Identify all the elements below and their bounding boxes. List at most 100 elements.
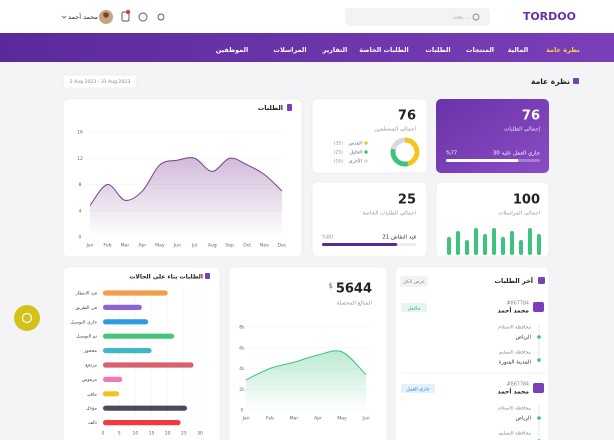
x-tick-label: Sep — [225, 243, 234, 249]
y-tick-label: مؤجل — [86, 407, 98, 412]
total-orders-card — [436, 99, 549, 173]
logo: TORDOO — [523, 10, 576, 23]
x-tick-label: 25 — [181, 431, 187, 437]
x-tick-label: 10 — [132, 431, 138, 437]
stat-label: اجمالي المستلمين — [374, 127, 416, 133]
y-tick-label: 4k — [239, 366, 245, 372]
x-tick-label: Jul — [191, 243, 198, 249]
chart-title: الطلبات — [258, 104, 283, 112]
y-tick-label: 8 — [79, 182, 82, 188]
area — [90, 157, 282, 237]
order-icon — [533, 302, 544, 312]
legend-value: (25) — [334, 150, 344, 156]
theme-icon[interactable] — [157, 13, 165, 21]
y-tick-label: 0 — [241, 408, 244, 414]
stat-value: 76 — [398, 109, 416, 124]
bar — [492, 228, 496, 255]
search-placeholder[interactable]: بحث ... — [453, 15, 471, 21]
bar — [465, 240, 469, 255]
stat-value: 100 — [513, 193, 540, 208]
x-tick-label: Mar — [290, 416, 299, 422]
nav-item[interactable]: المالية — [508, 46, 529, 54]
timeline-dot — [537, 416, 541, 420]
y-tick-label: مرفوض — [82, 378, 98, 383]
bar — [483, 234, 487, 255]
view-all-button[interactable] — [400, 276, 428, 287]
stat-label: المبالغ المحصلة — [336, 301, 372, 307]
bar — [501, 237, 505, 255]
date-picker[interactable] — [62, 74, 138, 89]
bar — [474, 228, 478, 255]
stat-value: 25 — [398, 193, 416, 208]
legend-label: الخليل — [349, 150, 362, 156]
search-box[interactable] — [345, 8, 490, 26]
nav-item[interactable]: نظرة عامة — [546, 46, 580, 54]
legend-label: القدس — [348, 141, 362, 147]
nav-item[interactable]: التقارير — [322, 46, 348, 54]
nav-item[interactable]: الطلبات الخاصة — [359, 46, 409, 54]
bar — [103, 376, 123, 382]
y-tick-label: 6k — [239, 345, 245, 351]
bar — [103, 405, 188, 411]
bar — [103, 362, 194, 368]
order-id: #867784 — [507, 301, 529, 307]
legend-dot — [364, 141, 368, 145]
progress-label: %77 — [446, 151, 457, 157]
notification-badge — [125, 9, 131, 15]
order-icon — [533, 383, 544, 393]
timeline-dot — [537, 335, 541, 339]
latest-orders-icon — [538, 277, 545, 284]
bar — [510, 231, 514, 255]
x-tick-label: Feb — [266, 416, 274, 422]
x-tick-label: Oct — [243, 243, 251, 249]
status-pill — [401, 303, 427, 312]
delivery-label: محافظة التسليم — [499, 350, 532, 356]
chat-button[interactable] — [14, 305, 40, 331]
progress-bar — [446, 159, 519, 162]
nav-item[interactable]: الموظفين — [216, 46, 248, 54]
legend-value: (35) — [334, 141, 344, 147]
bar — [103, 348, 152, 354]
stat-label: اجمالي المراسلات — [498, 211, 540, 217]
x-tick-label: Apr — [314, 416, 322, 422]
status-chart-card — [62, 266, 221, 440]
line — [245, 350, 367, 381]
section-title: نظرة عامة — [531, 77, 570, 86]
legend-value: (16) — [334, 159, 344, 165]
x-tick-label: Nov — [260, 243, 269, 249]
language-icon[interactable] — [138, 12, 148, 22]
date-range[interactable]: 2 Aug 2023 - 31 Aug 2023 — [70, 79, 131, 85]
nav-item[interactable]: المنتجات — [466, 46, 494, 54]
nav-item[interactable]: المراسلات — [273, 46, 306, 54]
user-chevron[interactable] — [61, 15, 67, 19]
chat-icon — [21, 312, 33, 324]
progress-text: 21 قيد النقاش — [382, 235, 416, 241]
status-chart-icon — [205, 273, 210, 279]
y-tick-label: ملغي — [87, 392, 98, 397]
messages-card — [435, 181, 550, 258]
x-tick-label: 20 — [165, 431, 171, 437]
view-all[interactable]: عرض الكل — [403, 279, 425, 285]
y-tick-label: 8k — [239, 325, 245, 331]
bar — [519, 240, 523, 255]
stat-label: إجمالي الطلبات — [504, 127, 540, 133]
avatar-head — [103, 12, 109, 18]
order-status: جاري العمل — [406, 386, 430, 392]
progress-label: %80 — [322, 235, 333, 241]
nav-item[interactable]: الطلبات — [425, 46, 450, 54]
progress-text: 30 جاري العمل عليه — [493, 151, 540, 157]
bar — [103, 420, 181, 426]
y-tick-label: مرتجع — [85, 364, 97, 369]
currency: $ — [329, 282, 333, 290]
x-tick-label: May — [337, 416, 347, 422]
order-id: #867784 — [507, 382, 529, 388]
donut-slice — [404, 137, 420, 167]
x-tick-label: Aug — [208, 243, 217, 249]
special-orders-card — [311, 181, 428, 258]
x-tick-label: May — [155, 243, 165, 249]
x-tick-label: Jun — [173, 243, 181, 249]
stat-value: 5644 — [336, 282, 372, 297]
x-tick-label: Jan — [241, 416, 249, 422]
notification-icon[interactable] — [121, 11, 130, 22]
